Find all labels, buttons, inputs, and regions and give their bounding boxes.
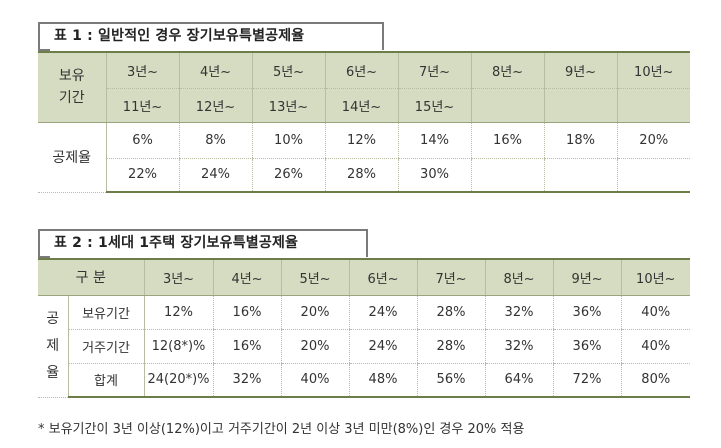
title-bracket: [38, 22, 384, 51]
table2-row-label: 합계: [68, 363, 144, 398]
table1-rate-a: 18%: [543, 122, 617, 159]
table2-period: 8년~: [484, 258, 553, 296]
table1-period-b: [543, 88, 617, 123]
table2-cell: 12%: [143, 295, 213, 330]
table1-period-a: 10년~: [616, 51, 690, 89]
table1-row-header-line2: 기간: [58, 90, 85, 107]
table2-period: 9년~: [552, 258, 621, 296]
table1-title: 표 1 : 일반적인 경우 장기보유특별공제율: [54, 28, 305, 44]
table1-rate-b: 30%: [397, 158, 471, 193]
footnote: * 보유기간이 3년 이상(12%)이고 거주기간이 2년 이상 3년 미만(8…: [38, 422, 525, 437]
table1-rate-a: 16%: [470, 122, 544, 159]
table2-side-label-3: 율: [46, 364, 60, 381]
table1-period-a: 7년~: [397, 51, 471, 89]
table1-row-header-line1: 보유: [58, 68, 85, 85]
table2-title: 표 2 : 1세대 1주택 장기보유특별공제율: [54, 235, 299, 251]
table1-period-a: 4년~: [178, 51, 252, 89]
table1-long-term-deduction-general: 보유 기간 3년~ 4년~ 5년~ 6년~ 7년~ 8년~ 9년~ 10년~ 1…: [38, 51, 690, 193]
table1-period-b: [470, 88, 544, 123]
table1-period-b: 12년~: [178, 88, 252, 123]
table1-rate-b: 26%: [251, 158, 325, 193]
table1-rate-a: 6%: [105, 122, 179, 159]
table2-cell: 36%: [552, 295, 621, 330]
table2-cell: 28%: [416, 329, 485, 364]
title-bracket: [38, 229, 368, 258]
table2-cell: 48%: [348, 363, 417, 398]
table1-period-b: 14년~: [324, 88, 398, 123]
table1-period-a: 6년~: [324, 51, 398, 89]
table2-cell: 24%: [348, 295, 417, 330]
table2-cell: 36%: [552, 329, 621, 364]
table2-cell: 16%: [212, 329, 281, 364]
table2-long-term-deduction-one-house: 구 분 3년~ 4년~ 5년~ 6년~ 7년~ 8년~ 9년~ 10년~ 공 제…: [38, 258, 690, 398]
table2-cell: 16%: [212, 295, 281, 330]
table1-rate-a: 14%: [397, 122, 471, 159]
table1-rate-b: 24%: [178, 158, 252, 193]
table1-rate-b: [470, 158, 544, 193]
table2-period: 4년~: [212, 258, 281, 296]
table2-side-label-2: 제: [46, 337, 60, 354]
table1-title-box: 표 1 : 일반적인 경우 장기보유특별공제율: [38, 22, 384, 51]
table1-period-a: 5년~: [251, 51, 325, 89]
table1-period-b: [616, 88, 690, 123]
table1-rate-a: 10%: [251, 122, 325, 159]
table2-cell: 20%: [280, 329, 349, 364]
table1-period-b: 11년~: [105, 88, 179, 123]
table2-cell: 32%: [212, 363, 281, 398]
table1-rate-a: 12%: [324, 122, 398, 159]
table2-cell: 80%: [620, 363, 690, 398]
table2-side-label: 공 제 율: [38, 295, 69, 398]
table1-rate-b: 22%: [105, 158, 179, 193]
table1-period-a: 9년~: [543, 51, 617, 89]
table2-period: 10년~: [620, 258, 690, 296]
table2-cell: 64%: [484, 363, 553, 398]
table2-period: 5년~: [280, 258, 349, 296]
table1-rate-a: 20%: [616, 122, 690, 159]
table1-row-header: 보유 기간: [38, 51, 106, 123]
table2-period: 6년~: [348, 258, 417, 296]
table1-rate-a: 8%: [178, 122, 252, 159]
table2-period: 7년~: [416, 258, 485, 296]
table2-cell: 24(20*)%: [143, 363, 213, 398]
table2-row-label: 거주기간: [68, 329, 144, 364]
table2-cell: 20%: [280, 295, 349, 330]
table2-cell: 32%: [484, 295, 553, 330]
table2-cell: 28%: [416, 295, 485, 330]
table1-rate-b: 28%: [324, 158, 398, 193]
table2-cell: 72%: [552, 363, 621, 398]
table2-side-label-1: 공: [46, 310, 60, 327]
table1-period-a: 8년~: [470, 51, 544, 89]
table1-period-b: 15년~: [397, 88, 471, 123]
table2-cell: 40%: [620, 295, 690, 330]
table2-header-label: 구 분: [38, 258, 144, 296]
table1-period-a: 3년~: [105, 51, 179, 89]
table2-period: 3년~: [143, 258, 213, 296]
table2-cell: 12(8*)%: [143, 329, 213, 364]
table2-cell: 40%: [620, 329, 690, 364]
table1-rate-b: [543, 158, 617, 193]
table2-row-label: 보유기간: [68, 295, 144, 330]
table2-cell: 24%: [348, 329, 417, 364]
table2-cell: 56%: [416, 363, 485, 398]
table1-rate-label: 공제율: [38, 122, 106, 193]
table1-period-b: 13년~: [251, 88, 325, 123]
table2-cell: 40%: [280, 363, 349, 398]
table2-title-box: 표 2 : 1세대 1주택 장기보유특별공제율: [38, 229, 368, 258]
table1-rate-b: [616, 158, 690, 193]
table2-cell: 32%: [484, 329, 553, 364]
